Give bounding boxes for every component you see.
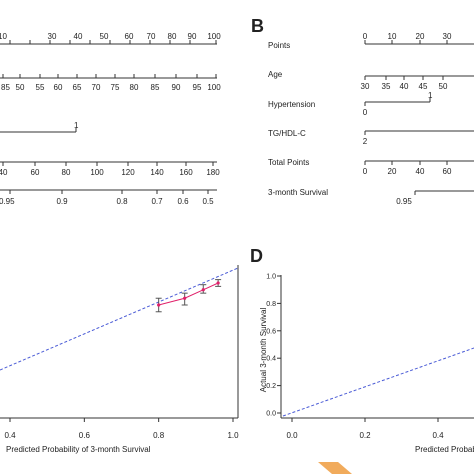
nomogram-a-points-tick-label: 50 [100,32,109,41]
nomogram-b-row-label-total-points: Total Points [268,158,309,167]
calibration-d-x-tick-label: 0.4 [432,431,444,440]
calibration-c-point [157,303,161,307]
nomogram-a-age-tick-label: 90 [172,83,181,92]
calibration-d-y-axis-title: Actual 3-month Survival [259,308,268,393]
nomogram-a-age-tick-label: 80 [130,83,139,92]
calibration-c-ideal-line [0,267,239,371]
calibration-c-point [216,281,220,285]
nomogram-a-age-tick-label: 70 [92,83,101,92]
calibration-d-y-tick-label: 0.0 [266,411,276,418]
calibration-plot-c: 0.4 0.6 0.8 1.0 Predicted Probability of 3-… [0,265,239,454]
nomogram-a-age-tick-label: 85 [151,83,160,92]
nomogram-b-points-tick-label: 0 [363,32,368,41]
calibration-c-error-bars [155,279,222,313]
calibration-d-y-tick-label: 0.2 [266,383,276,390]
nomogram-a-age-tick-label: 55 [36,83,45,92]
nomogram-b-age-tick-label: 45 [419,82,428,91]
nomogram-b-age-tick-label: 35 [382,82,391,91]
calibration-d-x-tick-label: 0.0 [286,431,298,440]
nomogram-b-points-tick-label: 10 [388,32,397,41]
calibration-d-y-tick-label: 0.6 [266,328,276,335]
nomogram-b-row-label-survival: 3-month Survival [268,188,328,197]
calibration-c-points [157,281,220,307]
calibration-c-x-tick-label: 0.4 [4,431,16,440]
calibration-c-x-tick-label: 1.0 [227,431,239,440]
calibration-d-x-tick-label: 0.2 [359,431,371,440]
calibration-d-y-tick-label: 1.0 [266,274,276,281]
nomogram-a-age-tick-label: 60 [54,83,63,92]
panel-label-d: D [250,246,263,266]
nomogram-b: B Points Age Hypertension TG/HDL-C Total… [251,16,474,206]
calibration-c-x-tick-label: 0.6 [79,431,91,440]
nomogram-a-total-ticks [2,162,214,166]
calibration-c-curve [158,282,219,306]
nomogram-a-age-tick-label: 95 [193,83,202,92]
nomogram-a-total-tick-label: 40 [0,168,8,177]
nomogram-a-survival-tick-label: 0.95 [0,197,15,206]
nomogram-b-total-tick-label: 40 [416,167,425,176]
nomogram-a-age-tick-label: 50 [16,83,25,92]
watermark-mark [318,462,352,474]
nomogram-a-points-tick-label: 90 [188,32,197,41]
nomogram-a-points-tick-label: 100 [207,32,221,41]
nomogram-a-survival-tick-label: 0.6 [177,197,189,206]
nomogram-a-total-tick-label: 100 [90,168,104,177]
nomogram-b-row-label-age: Age [268,70,283,79]
nomogram-a-age-tick-label: 85 [1,83,10,92]
calibration-d-ideal-line [282,347,474,417]
calibration-d-x-ticks: 0.0 0.2 0.4 [286,418,444,440]
nomogram-a-points-tick-label: 60 [125,32,134,41]
nomogram-a-age-tick-label: 75 [111,83,120,92]
nomogram-b-points-tick-label: 30 [443,32,452,41]
nomogram-a-survival-tick-label: 0.8 [116,197,128,206]
nomogram-a-points-tick-label: 30 [48,32,57,41]
nomogram-b-age-tick-label: 40 [400,82,409,91]
nomogram-a-age-tick-label: 100 [207,83,221,92]
nomogram-b-row-label-points: Points [268,41,290,50]
calibration-c-x-tick-label: 0.8 [153,431,165,440]
nomogram-a-points-tick-label: 10 [0,32,7,41]
nomogram-b-hypertension-tick-label: 1 [428,91,433,100]
nomogram-a-total-tick-label: 160 [179,168,193,177]
nomogram-a: 10 30 40 50 60 70 80 90 100 85 50 55 60 … [0,32,221,206]
nomogram-a-total-tick-label: 60 [31,168,40,177]
nomogram-a-age-ticks [2,74,217,78]
nomogram-b-tghdl-tick-label: 2 [363,137,368,146]
calibration-c-x-axis-title: Predicted Probability of 3-month Surviva… [6,445,151,454]
nomogram-b-total-tick-label: 0 [363,167,368,176]
calibration-d-y-ticks: 0.0 0.2 0.4 0.6 0.8 1.0 [266,274,281,418]
nomogram-b-row-label-tghdl: TG/HDL-C [268,129,306,138]
nomogram-a-points-tick-label: 40 [74,32,83,41]
nomogram-a-survival-tick-label: 0.5 [202,197,214,206]
nomogram-a-points-ticks [9,40,217,44]
nomogram-b-hypertension-tick-label: 0 [363,108,368,117]
nomogram-a-points-tick-label: 70 [147,32,156,41]
calibration-c-x-ticks: 0.4 0.6 0.8 1.0 [4,418,239,440]
nomogram-b-points-tick-label: 20 [416,32,425,41]
nomogram-a-age-tick-label: 65 [73,83,82,92]
nomogram-b-row-label-hypertension: Hypertension [268,100,315,109]
nomogram-a-total-tick-label: 180 [206,168,220,177]
nomogram-a-survival-tick-label: 0.7 [151,197,163,206]
nomogram-a-total-tick-label: 120 [121,168,135,177]
calibration-c-point [201,288,205,292]
nomogram-b-age-tick-label: 50 [439,82,448,91]
calibration-d-y-tick-label: 0.8 [266,301,276,308]
panel-label-b: B [251,16,264,36]
nomogram-b-age-tick-label: 30 [361,82,370,91]
nomogram-b-total-tick-label: 60 [443,167,452,176]
nomogram-a-survival-ticks [9,190,209,194]
calibration-c-point [183,296,187,300]
calibration-d-y-tick-label: 0.4 [266,356,276,363]
nomogram-a-total-tick-label: 140 [150,168,164,177]
nomogram-b-survival-tick-label: 0.95 [396,197,412,206]
calibration-d-x-axis-title: Predicted Probab [415,445,474,454]
calibration-plot-d: D 0.0 0.2 0.4 0.6 0.8 1.0 0.0 0.2 0.4 Actual 3-… [250,246,474,454]
nomogram-a-points-tick-label: 80 [168,32,177,41]
nomogram-a-survival-tick-label: 0.9 [56,197,68,206]
nomogram-a-total-tick-label: 80 [62,168,71,177]
nomogram-b-total-tick-label: 20 [388,167,397,176]
nomogram-a-hypertension-tick-label: 1 [74,121,79,130]
